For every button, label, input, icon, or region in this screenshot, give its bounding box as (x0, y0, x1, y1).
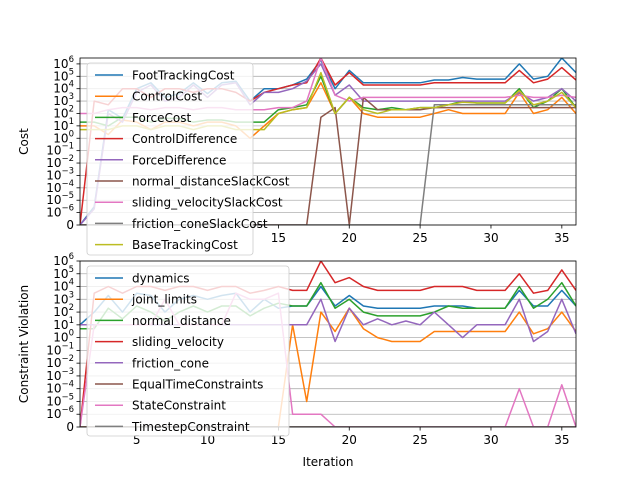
y-tick-label: 0 (66, 420, 74, 434)
x-tick-label: 15 (271, 433, 286, 447)
y-tick-label: 101 (53, 316, 74, 332)
legend-label-ForceCost: ForceCost (132, 111, 191, 125)
legend-label-ControlCost: ControlCost (132, 90, 202, 104)
legend-label-TimestepConstraint: TimestepConstraint (131, 420, 250, 434)
y-tick-label: 102 (53, 104, 74, 120)
y-tick-label: 10−3 (46, 367, 74, 383)
x-tick-label: 25 (412, 433, 427, 447)
x-axis: 5 10 15 20 25 30 35 (133, 427, 569, 447)
series-line-friction_coneSlackCost (80, 104, 576, 225)
y-tick-label: 100 (53, 329, 74, 345)
x-tick-label: 20 (342, 433, 357, 447)
y-axis: 010−610−510−410−310−210−1100101102103104… (46, 252, 80, 434)
x-tick-label: 15 (271, 231, 286, 245)
y-axis-label: Constraint Violation (17, 285, 31, 403)
y-tick-label: 10−6 (46, 405, 74, 421)
constraint-violation-panel: 010−610−510−410−310−210−1100101102103104… (17, 252, 577, 469)
y-tick-label: 105 (53, 265, 74, 281)
legend-label-normal_distance: normal_distance (132, 314, 231, 328)
x-axis-label: Iteration (303, 455, 354, 469)
legend-label-StateConstraint: StateConstraint (132, 399, 226, 413)
legend-label-ControlDifference: ControlDifference (132, 132, 237, 146)
legend-label-sliding_velocity: sliding_velocity (132, 335, 224, 349)
y-tick-label: 105 (53, 67, 74, 83)
x-tick-label: 30 (483, 231, 498, 245)
x-tick-label: 30 (483, 433, 498, 447)
legend-label-dynamics: dynamics (132, 272, 190, 286)
y-axis-label: Cost (17, 128, 31, 155)
legend: FootTrackingCost ControlCost ForceCost Cont… (86, 62, 290, 256)
axes-frame (79, 260, 577, 428)
y-tick-label: 10−1 (46, 341, 74, 357)
legend-box (86, 62, 254, 256)
legend-label-BaseTrackingCost: BaseTrackingCost (132, 238, 238, 252)
legend-label-EqualTimeConstraints: EqualTimeConstraints (132, 378, 263, 392)
y-tick-label: 10−4 (46, 380, 74, 396)
legend-label-ForceDifference: ForceDifference (132, 153, 226, 167)
y-tick-label: 104 (53, 80, 74, 96)
y-tick-label: 10−3 (46, 166, 74, 182)
y-tick-label: 10−4 (46, 179, 74, 195)
y-axis: 010−610−510−410−310−210−1100101102103104… (46, 55, 80, 232)
y-tick-label: 106 (53, 252, 74, 268)
y-tick-label: 103 (53, 290, 74, 306)
legend-label-FootTrackingCost: FootTrackingCost (132, 69, 235, 83)
y-tick-label: 104 (53, 278, 74, 294)
x-tick-label: 25 (412, 231, 427, 245)
cost-panel: 010−610−510−410−310−210−1100101102103104… (17, 55, 577, 256)
x-tick-label: 10 (200, 433, 215, 447)
x-tick-label: 35 (554, 433, 569, 447)
y-tick-label: 0 (66, 218, 74, 232)
y-tick-label: 103 (53, 92, 74, 108)
y-tick-label: 10−2 (46, 154, 74, 170)
x-tick-label: 5 (133, 433, 141, 447)
legend-box (86, 265, 290, 437)
axes-frame (79, 57, 577, 226)
y-tick-label: 10−2 (46, 354, 74, 370)
y-tick-label: 10−6 (46, 204, 74, 220)
legend-label-normal_distanceSlackCost: normal_distanceSlackCost (132, 175, 290, 189)
y-tick-label: 10−5 (46, 191, 74, 207)
x-tick-label: 35 (554, 231, 569, 245)
legend-label-joint_limits: joint_limits (131, 293, 197, 307)
y-tick-label: 102 (53, 303, 74, 319)
y-tick-label: 106 (53, 55, 74, 71)
legend-label-sliding_velocitySlackCost: sliding_velocitySlackCost (132, 196, 283, 210)
y-tick-label: 10−5 (46, 392, 74, 408)
legend: dynamics joint_limits normal_distanceslidi… (86, 265, 290, 437)
y-tick-label: 10−1 (46, 142, 74, 158)
legend-label-friction_cone: friction_cone (132, 356, 209, 370)
series-line-normal_distanceSlackCost (80, 96, 576, 225)
x-tick-label: 20 (342, 231, 357, 245)
y-tick-label: 101 (53, 117, 74, 133)
y-tick-label: 100 (53, 129, 74, 145)
x-axis: 15 20 25 30 35 (271, 225, 569, 245)
legend-label-friction_coneSlackCost: friction_coneSlackCost (132, 217, 268, 231)
